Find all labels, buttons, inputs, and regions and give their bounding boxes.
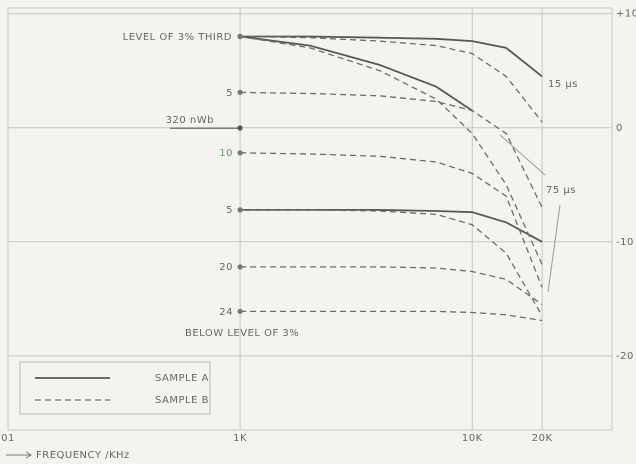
curve: [239, 35, 543, 265]
x-tick-label: 20K: [532, 433, 553, 444]
x-tick-label: 01: [1, 433, 15, 444]
annotation: 10: [219, 148, 233, 159]
reference-point: [237, 125, 243, 131]
start-point: [237, 33, 243, 40]
annotation: 20: [219, 262, 233, 273]
curve: [240, 35, 543, 78]
y-tick-label: +10: [616, 9, 636, 20]
start-point: [237, 264, 243, 270]
pointer: [547, 204, 561, 293]
pointer: [499, 134, 546, 176]
curve: [240, 152, 543, 288]
annotation: LEVEL OF 3% THIRD: [123, 32, 232, 43]
curve: [240, 209, 543, 243]
annotation: 15 µs: [548, 79, 578, 90]
y-tick-label: -10: [616, 237, 634, 248]
curve: [240, 91, 543, 208]
y-tick-label: 0: [616, 123, 623, 134]
x-tick-label: 10K: [462, 433, 483, 444]
annotation: 75 µs: [546, 185, 576, 196]
legend-label: SAMPLE A: [155, 373, 209, 384]
x-axis-label: FREQUENCY /KHz: [36, 450, 130, 461]
legend-box: [19, 361, 211, 415]
start-point: [237, 207, 243, 213]
legend-label: SAMPLE B: [155, 395, 209, 406]
annotation: 5: [226, 88, 233, 99]
start-point: [237, 308, 243, 314]
axis-arrow-head: [25, 451, 32, 459]
annotation: 24: [219, 307, 233, 318]
curve: [240, 35, 543, 123]
annotation: 5: [226, 205, 233, 216]
start-point: [237, 150, 243, 156]
curve: [239, 35, 473, 112]
annotation: 320 nWb: [166, 115, 214, 126]
x-tick-label: 1K: [233, 433, 247, 444]
start-point: [237, 89, 243, 95]
annotation: BELOW LEVEL OF 3%: [185, 328, 299, 339]
y-tick-label: -20: [616, 351, 634, 362]
